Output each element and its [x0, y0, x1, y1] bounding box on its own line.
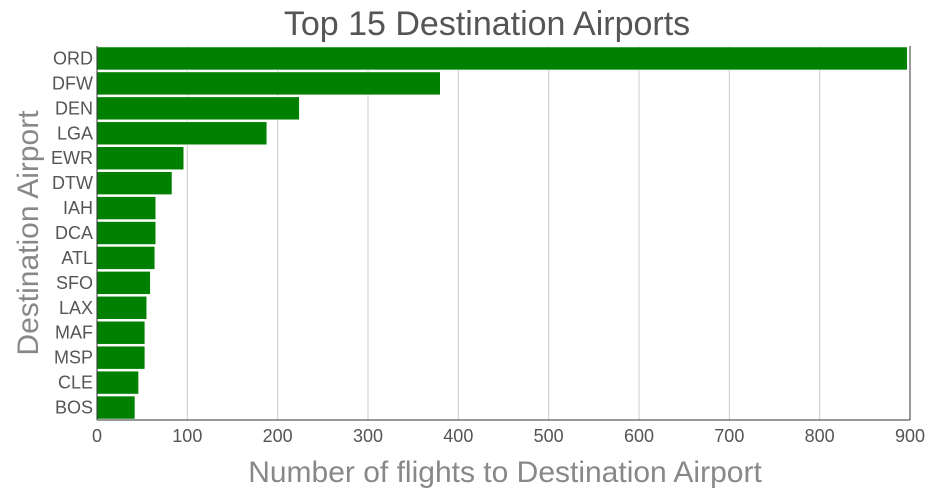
x-tick-label-500: 500	[534, 426, 564, 446]
bar-dca	[96, 221, 156, 245]
bar-ord	[96, 46, 908, 71]
category-label-den: DEN	[55, 98, 93, 118]
bar-lax	[96, 296, 147, 320]
bar-cle	[96, 370, 139, 395]
axes	[96, 46, 911, 421]
bar-maf	[96, 321, 146, 345]
category-label-lga: LGA	[57, 123, 93, 143]
x-tick-label-300: 300	[353, 426, 383, 446]
category-label-cle: CLE	[58, 373, 93, 393]
bar-msp	[96, 345, 146, 370]
bar-ewr	[96, 146, 184, 170]
x-tick-labels: 0 100 200 300 400 500 600 700 800 900	[92, 426, 925, 446]
x-tick-label-100: 100	[172, 426, 202, 446]
category-label-maf: MAF	[55, 323, 93, 343]
x-tick-label-400: 400	[443, 426, 473, 446]
x-tick-label-0: 0	[92, 426, 102, 446]
bar-dfw	[96, 71, 441, 96]
category-label-dtw: DTW	[52, 173, 93, 193]
category-label-atl: ATL	[61, 248, 93, 268]
category-label-bos: BOS	[55, 398, 93, 418]
bar-bos	[96, 395, 136, 420]
category-label-iah: IAH	[63, 198, 93, 218]
category-labels: ORD DFW DEN LGA EWR DTW IAH DCA ATL SFO LAX MAF MSP C…	[51, 48, 93, 417]
x-tick-label-600: 600	[624, 426, 654, 446]
category-label-ord: ORD	[53, 48, 93, 68]
category-label-sfo: SFO	[56, 273, 93, 293]
category-label-dfw: DFW	[52, 73, 93, 93]
x-tick-label-900: 900	[895, 426, 925, 446]
chart-title: Top 15 Destination Airports	[284, 5, 690, 43]
bar-iah	[96, 196, 156, 220]
bar-den	[96, 96, 300, 121]
bar-lga	[96, 121, 268, 145]
x-tick-label-200: 200	[263, 426, 293, 446]
bar-sfo	[96, 271, 151, 295]
bar-atl	[96, 246, 156, 270]
x-axis-label: Number of flights to Destination Airport	[248, 456, 762, 489]
bar-dtw	[96, 171, 173, 195]
category-label-dca: DCA	[55, 223, 93, 243]
bars	[96, 46, 908, 420]
category-label-ewr: EWR	[51, 148, 93, 168]
category-label-msp: MSP	[54, 348, 93, 368]
y-axis-label: Destination Airport	[12, 110, 45, 356]
x-tick-label-700: 700	[714, 426, 744, 446]
category-label-lax: LAX	[59, 298, 93, 318]
x-tick-label-800: 800	[805, 426, 835, 446]
